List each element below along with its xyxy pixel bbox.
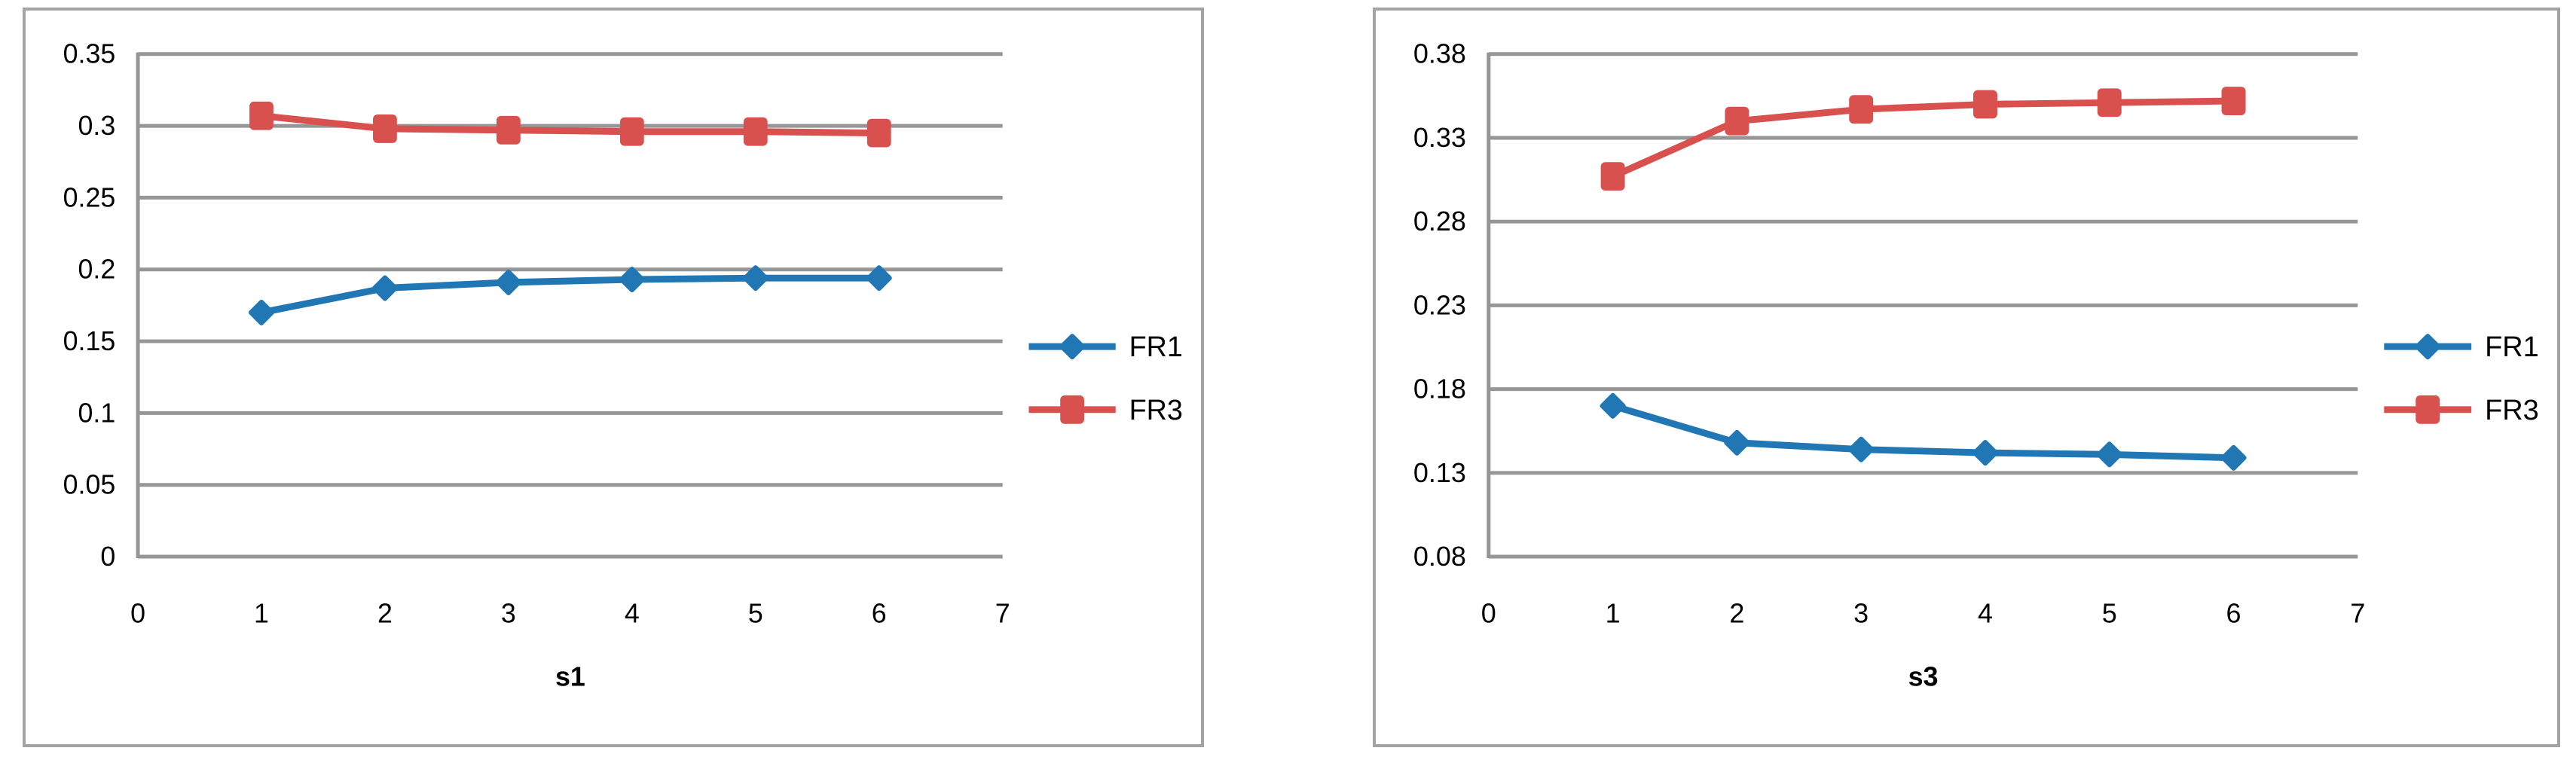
y-tick-label: 0.13 [1413,458,1466,488]
line-chart-s3: 0.38 0.33 0.28 0.23 0.18 0.13 0.08 0 1 2 3 4 5 6 7 s3 FR… [1413,39,2539,692]
y-tick-label: 0.38 [1413,39,1466,69]
marker-fr1-diamond [1972,440,1999,466]
y-tick-label: 0 [100,542,115,572]
y-tick-label: 0.2 [78,255,116,285]
y-tick-label: 0.08 [1413,542,1466,572]
x-tick-label: 5 [748,599,763,629]
x-tick-label: 2 [1729,599,1744,629]
marker-fr1-diamond [742,265,769,292]
marker-fr1-diamond [2415,334,2441,360]
line-chart-s1: 0.35 0.3 0.25 0.2 0.15 0.1 0.05 00 1 2 3 4 5 6 7 s1 FR1 F… [63,39,1183,692]
y-tick-label: 0.28 [1413,206,1466,237]
marker-fr3-square [496,115,521,145]
marker-fr3-square [866,118,891,148]
marker-fr1-diamond [2096,441,2122,468]
marker-fr1-diamond [866,265,892,292]
legend-label-fr3: FR3 [1129,395,1183,426]
x-tick-label: 1 [254,599,269,629]
y-tick-label: 0.3 [78,111,116,141]
marker-fr1-diamond [1724,429,1750,456]
x-tick-label: 1 [1606,599,1621,629]
marker-fr1-diamond [371,275,398,301]
chart-panel-s1: 0.35 0.3 0.25 0.2 0.15 0.1 0.05 0 0 1 2 3 4 5 6 7 s1 FR1 F… [23,8,1204,747]
x-tick-label: 7 [995,599,1010,629]
marker-fr1-diamond [2220,444,2247,471]
legend-label-fr1: FR1 [1129,331,1183,363]
series-line-fr1 [261,274,879,316]
marker-fr1-diamond [248,299,275,325]
y-tick-label: 0.25 [63,182,116,212]
x-axis-title: s1 [555,661,585,691]
x-tick-label: 6 [872,599,887,629]
y-tick-label: 0.18 [1413,374,1466,404]
y-tick-label: 0.15 [63,326,116,356]
marker-fr3-square [1600,162,1625,191]
marker-fr3-square [1725,106,1749,136]
x-tick-label: 6 [2226,599,2241,629]
x-tick-label: 0 [1481,599,1496,629]
x-tick-label: 7 [2350,599,2365,629]
x-tick-label: 3 [1853,599,1869,629]
legend-label-fr3: FR3 [2485,395,2539,426]
marker-fr3-square [2416,395,2440,424]
y-tick-label: 0.1 [78,398,116,428]
marker-fr3-square [743,117,768,146]
x-tick-label: 4 [1978,599,1993,629]
series-line-fr3 [1611,97,2234,180]
marker-fr1-diamond [495,269,521,295]
marker-fr3-square [2097,88,2122,118]
marker-fr3-square [373,114,397,143]
y-tick-label: 0.35 [63,39,116,69]
y-tick-label: 0.23 [1413,290,1466,320]
marker-fr3-square [619,117,644,146]
x-tick-label: 0 [130,599,145,629]
marker-fr3-square [249,101,273,130]
marker-fr1-diamond [1848,436,1875,462]
x-tick-label: 2 [377,599,393,629]
marker-fr3-square [1849,95,1874,124]
marker-fr1-diamond [1600,392,1626,419]
marker-fr3-square [1060,395,1084,424]
series-line-fr1 [1612,402,2234,462]
marker-fr1-diamond [619,267,645,293]
x-axis-title: s3 [1908,661,1939,691]
y-tick-label: 0.05 [63,470,116,500]
x-tick-label: 3 [501,599,516,629]
legend-label-fr1: FR1 [2485,331,2539,363]
y-tick-label: 0.33 [1413,123,1466,153]
x-tick-label: 4 [625,599,640,629]
marker-fr1-diamond [1059,334,1086,360]
x-tick-label: 5 [2102,599,2117,629]
series-line-fr3 [261,112,879,137]
chart-panel-s3: 0.38 0.33 0.28 0.23 0.18 0.13 0.08 0 1 2 3 4 5 6 7 s3 FR… [1373,8,2560,747]
marker-fr3-square [2221,87,2246,115]
marker-fr3-square [1972,90,1997,119]
